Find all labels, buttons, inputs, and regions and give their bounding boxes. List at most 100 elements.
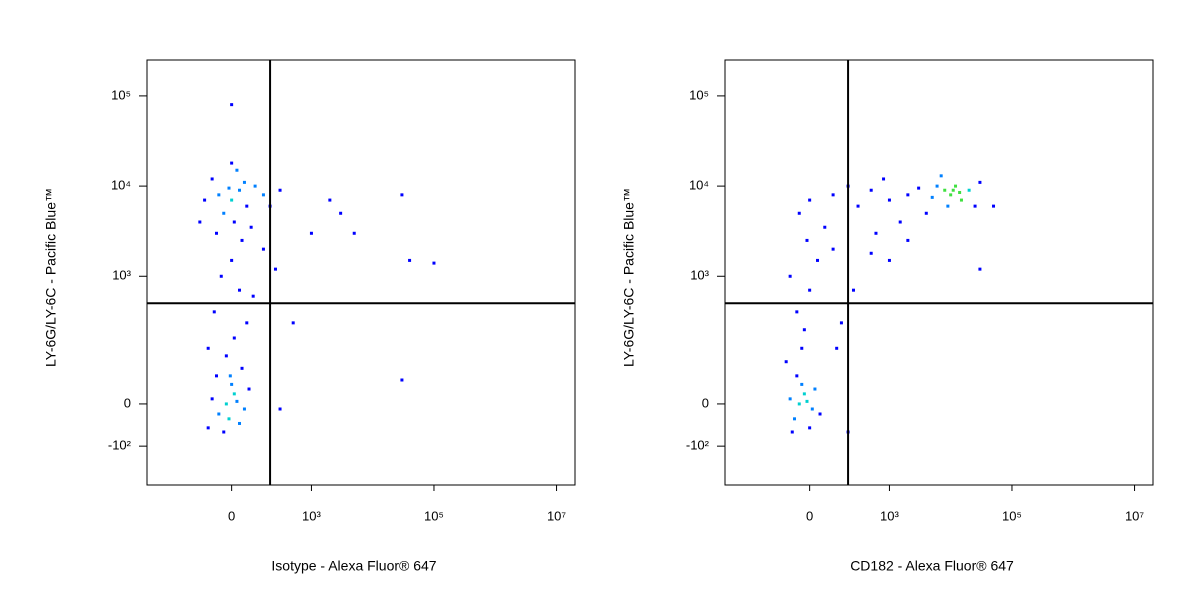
event-dot <box>951 188 955 192</box>
event-dot <box>278 407 282 411</box>
event-dot <box>228 374 232 378</box>
event-dot <box>802 392 806 396</box>
y-tick-label: 10⁵ <box>689 87 709 102</box>
event-dot <box>882 177 886 181</box>
event-dot <box>802 328 806 332</box>
event-dot <box>790 430 794 434</box>
event-dot <box>930 195 934 199</box>
event-dot <box>954 184 958 188</box>
event-dot <box>869 188 873 192</box>
event-dot <box>247 387 251 391</box>
event-dot <box>788 397 792 401</box>
x-tick-label: 10⁵ <box>1002 508 1022 523</box>
event-dot <box>924 211 928 215</box>
event-dot <box>198 220 202 224</box>
event-dot <box>245 321 249 325</box>
event-dot <box>328 198 332 202</box>
event-dot <box>242 180 246 184</box>
event-dot <box>839 321 843 325</box>
event-dot <box>232 336 236 340</box>
x-tick-label: 10³ <box>302 508 321 523</box>
event-dot <box>230 198 234 202</box>
event-dot <box>291 321 295 325</box>
y-tick-label: -10² <box>686 438 710 453</box>
event-dot <box>227 186 231 190</box>
event-dot <box>978 267 982 271</box>
event-dot <box>240 366 244 370</box>
y-tick-label: 10⁵ <box>111 87 131 102</box>
event-dot <box>400 378 404 382</box>
event-dot <box>215 374 219 378</box>
event-dot <box>939 174 943 178</box>
event-dot <box>992 204 996 208</box>
x-tick-label: 10⁵ <box>424 508 444 523</box>
event-dot <box>856 204 860 208</box>
event-dot <box>217 193 221 197</box>
event-dot <box>808 198 812 202</box>
event-dot <box>906 238 910 242</box>
y-tick-label: 10³ <box>112 268 131 283</box>
event-dot <box>784 360 788 364</box>
event-dot <box>946 204 950 208</box>
event-dot <box>235 168 239 172</box>
x-axis-label: CD182 - Alexa Fluor® 647 <box>850 558 1014 574</box>
event-dot <box>206 426 210 430</box>
event-dot <box>245 204 249 208</box>
event-dot <box>943 188 947 192</box>
y-axis-label: LY-6G/LY-6C - Pacific Blue™ <box>43 188 59 367</box>
event-dot <box>823 225 827 229</box>
event-dot <box>206 346 210 350</box>
event-dot <box>800 346 804 350</box>
event-dot <box>816 258 820 262</box>
event-dot <box>831 247 835 251</box>
y-tick-label: 10⁴ <box>111 178 131 193</box>
event-dot <box>788 274 792 278</box>
event-dot <box>203 198 207 202</box>
event-dot <box>797 402 801 406</box>
event-dot <box>210 177 214 181</box>
event-dot <box>887 258 891 262</box>
event-dot <box>906 193 910 197</box>
y-tick-label: 0 <box>124 395 131 410</box>
event-dot <box>339 211 343 215</box>
event-dot <box>805 399 809 403</box>
event-dot <box>958 190 962 194</box>
event-dot <box>261 193 265 197</box>
event-dot <box>238 421 242 425</box>
event-dot <box>432 261 436 265</box>
event-dot <box>795 310 799 314</box>
event-dot <box>795 374 799 378</box>
y-axis-label: LY-6G/LY-6C - Pacific Blue™ <box>621 188 637 367</box>
event-dot <box>973 204 977 208</box>
event-dot <box>217 412 221 416</box>
event-dot <box>917 186 921 190</box>
event-dot <box>818 412 822 416</box>
event-dot <box>808 426 812 430</box>
y-tick-label: -10² <box>108 438 132 453</box>
x-tick-label: 10³ <box>880 508 899 523</box>
event-dot <box>235 399 239 403</box>
event-dot <box>967 188 971 192</box>
event-dot <box>261 247 265 251</box>
plot-frame <box>724 59 1154 486</box>
event-dot <box>278 188 282 192</box>
event-dot <box>797 211 801 215</box>
event-dot <box>831 193 835 197</box>
event-dot <box>400 193 404 197</box>
y-tick-label: 10⁴ <box>689 178 709 193</box>
event-dot <box>800 382 804 386</box>
x-tick-label: 0 <box>228 508 235 523</box>
event-dot <box>978 180 982 184</box>
event-dot <box>224 354 228 358</box>
event-dot <box>230 103 234 107</box>
event-dot <box>949 193 953 197</box>
y-tick-label: 10³ <box>690 268 709 283</box>
event-dot <box>813 387 817 391</box>
event-dot <box>212 310 216 314</box>
event-dot <box>230 258 234 262</box>
event-dot <box>210 397 214 401</box>
event-dot <box>232 392 236 396</box>
event-dot <box>251 294 255 298</box>
event-dot <box>230 161 234 165</box>
